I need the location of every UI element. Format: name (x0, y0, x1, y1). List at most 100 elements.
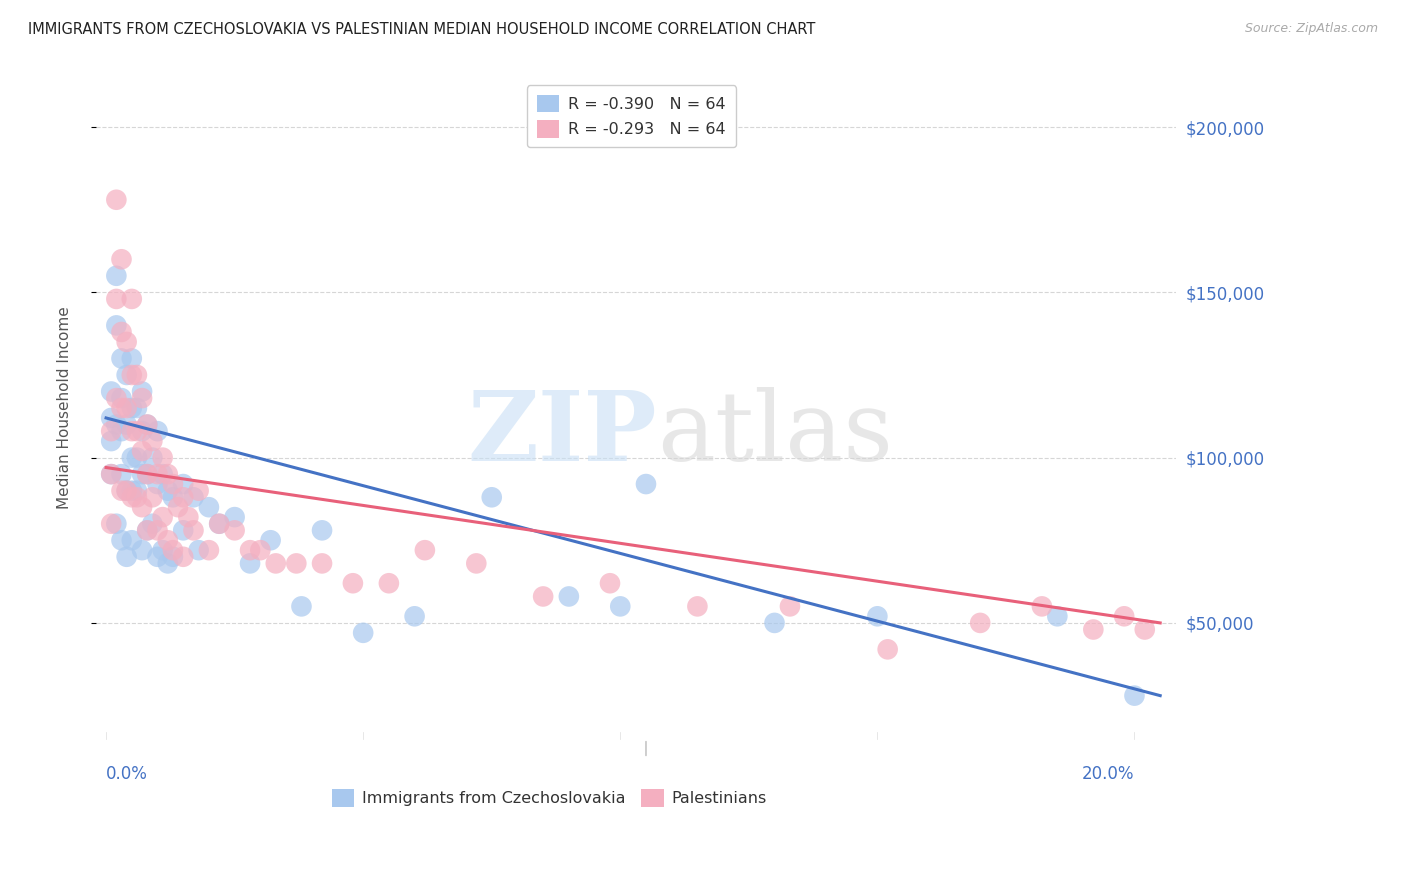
Point (121, 401, 143, 415)
Point (131, 444, 153, 458)
Point (1083, 623, 1105, 637)
Point (125, 483, 148, 498)
Point (866, 609, 889, 624)
Point (342, 576, 364, 591)
Point (121, 533, 143, 548)
Point (686, 599, 709, 614)
Point (311, 557, 333, 571)
Point (531, 590, 554, 604)
Point (100, 434, 122, 448)
Point (105, 391, 128, 405)
Point (100, 516, 122, 531)
Point (1123, 689, 1146, 703)
Point (404, 609, 426, 624)
Point (121, 490, 143, 504)
Point (131, 384, 153, 399)
Point (110, 252, 132, 267)
Text: atlas: atlas (657, 387, 893, 482)
Point (110, 325, 132, 339)
Point (609, 599, 631, 614)
Point (183, 524, 205, 538)
Point (131, 543, 153, 558)
Point (177, 510, 200, 524)
Point (141, 434, 163, 448)
Point (249, 543, 271, 558)
Point (125, 490, 148, 504)
Point (136, 417, 159, 432)
Point (167, 500, 190, 515)
Point (146, 549, 169, 564)
Point (121, 292, 143, 306)
Text: Source: ZipAtlas.com: Source: ZipAtlas.com (1244, 22, 1378, 36)
Point (290, 599, 312, 614)
Point (156, 483, 179, 498)
Point (131, 391, 153, 405)
Point (115, 417, 138, 432)
Point (152, 450, 174, 465)
Point (115, 368, 138, 382)
Point (599, 576, 621, 591)
Legend: Immigrants from Czechoslovakia, Palestinians: Immigrants from Czechoslovakia, Palestin… (325, 783, 773, 814)
Point (131, 500, 153, 515)
Point (162, 490, 184, 504)
Text: IMMIGRANTS FROM CZECHOSLOVAKIA VS PALESTINIAN MEDIAN HOUSEHOLD INCOME CORRELATIO: IMMIGRANTS FROM CZECHOSLOVAKIA VS PALEST… (28, 22, 815, 37)
Point (141, 516, 163, 531)
Point (413, 543, 436, 558)
Point (152, 543, 174, 558)
Point (136, 524, 159, 538)
Point (264, 557, 287, 571)
Point (239, 557, 262, 571)
Point (876, 642, 898, 657)
Y-axis label: Median Household Income: Median Household Income (58, 307, 72, 509)
Point (146, 477, 169, 491)
Point (224, 524, 246, 538)
Point (121, 450, 143, 465)
Point (634, 477, 657, 491)
Point (156, 467, 179, 482)
Point (121, 368, 143, 382)
Point (352, 625, 374, 640)
Point (105, 193, 128, 207)
Point (100, 467, 122, 482)
Point (198, 543, 221, 558)
Point (110, 351, 132, 366)
Point (141, 490, 163, 504)
Point (285, 557, 308, 571)
Point (172, 549, 194, 564)
Point (1133, 623, 1156, 637)
Point (105, 516, 128, 531)
Point (110, 391, 132, 405)
Point (198, 500, 221, 515)
Point (110, 424, 132, 438)
Point (100, 411, 122, 425)
Text: 0.0%: 0.0% (105, 765, 148, 783)
Point (131, 467, 153, 482)
Point (146, 424, 169, 438)
Point (779, 599, 801, 614)
Point (239, 543, 262, 558)
Point (481, 490, 503, 504)
Point (156, 557, 179, 571)
Point (110, 467, 132, 482)
Point (136, 417, 159, 432)
Point (156, 533, 179, 548)
Point (162, 549, 184, 564)
Point (172, 490, 194, 504)
Point (969, 615, 991, 630)
Point (378, 576, 401, 591)
Point (1031, 599, 1053, 614)
Point (100, 384, 122, 399)
Point (763, 615, 786, 630)
Point (1114, 609, 1136, 624)
Point (125, 368, 148, 382)
Point (162, 543, 184, 558)
Point (121, 351, 143, 366)
Point (146, 467, 169, 482)
Point (115, 483, 138, 498)
Point (208, 516, 231, 531)
Point (183, 490, 205, 504)
Point (105, 318, 128, 333)
Point (259, 533, 281, 548)
Point (136, 467, 159, 482)
Point (105, 268, 128, 283)
